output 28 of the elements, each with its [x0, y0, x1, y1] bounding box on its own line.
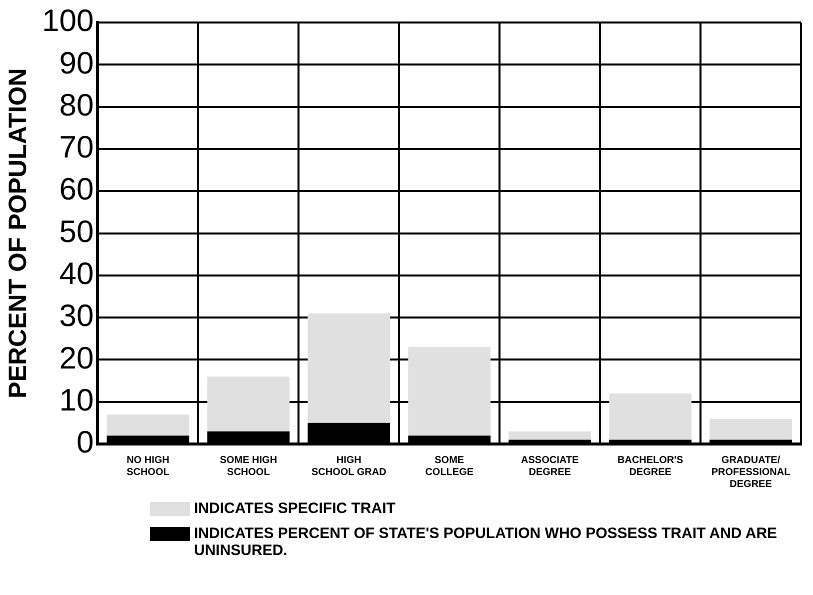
- legend-label: INDICATES PERCENT OF STATE'S POPULATION WHO POSSESS TRAIT AND ARE UNINSURED.: [194, 525, 778, 559]
- y-tick-label: 10: [59, 382, 94, 418]
- x-tick-label: BACHELOR'S DEGREE: [617, 454, 684, 478]
- y-tick-label: 40: [59, 256, 94, 291]
- y-tick-label: 90: [59, 45, 94, 80]
- bar: [508, 431, 592, 440]
- x-tick-label: GRADUATE/ PROFESSIONAL DEGREE: [711, 454, 790, 490]
- y-tick-label: 0: [76, 424, 94, 460]
- bar: [106, 414, 190, 436]
- x-tick-label: NO HIGH SCHOOL: [126, 454, 170, 478]
- bar: [710, 418, 792, 440]
- y-tick-label: 80: [59, 87, 94, 122]
- x-tick-label: SOME HIGH SCHOOL: [220, 454, 278, 478]
- y-tick-label: 30: [59, 298, 94, 334]
- bar: [609, 393, 692, 440]
- bar: [408, 347, 491, 436]
- bar: [207, 376, 290, 432]
- legend-label: INDICATES SPECIFIC TRAIT: [194, 500, 396, 517]
- y-tick-label: 50: [59, 214, 94, 249]
- y-tick-label: 20: [59, 340, 94, 376]
- bar: [308, 313, 390, 423]
- y-tick-label: 70: [59, 130, 94, 165]
- x-tick-label: HIGH SCHOOL GRAD: [311, 454, 386, 478]
- y-axis-title: PERCENT OF POPULATION: [4, 68, 32, 398]
- y-tick-label: 60: [59, 172, 94, 207]
- x-tick-label: ASSOCIATE DEGREE: [521, 454, 579, 478]
- y-tick-label: 100: [42, 3, 94, 38]
- x-tick-label: SOME COLLEGE: [425, 454, 474, 478]
